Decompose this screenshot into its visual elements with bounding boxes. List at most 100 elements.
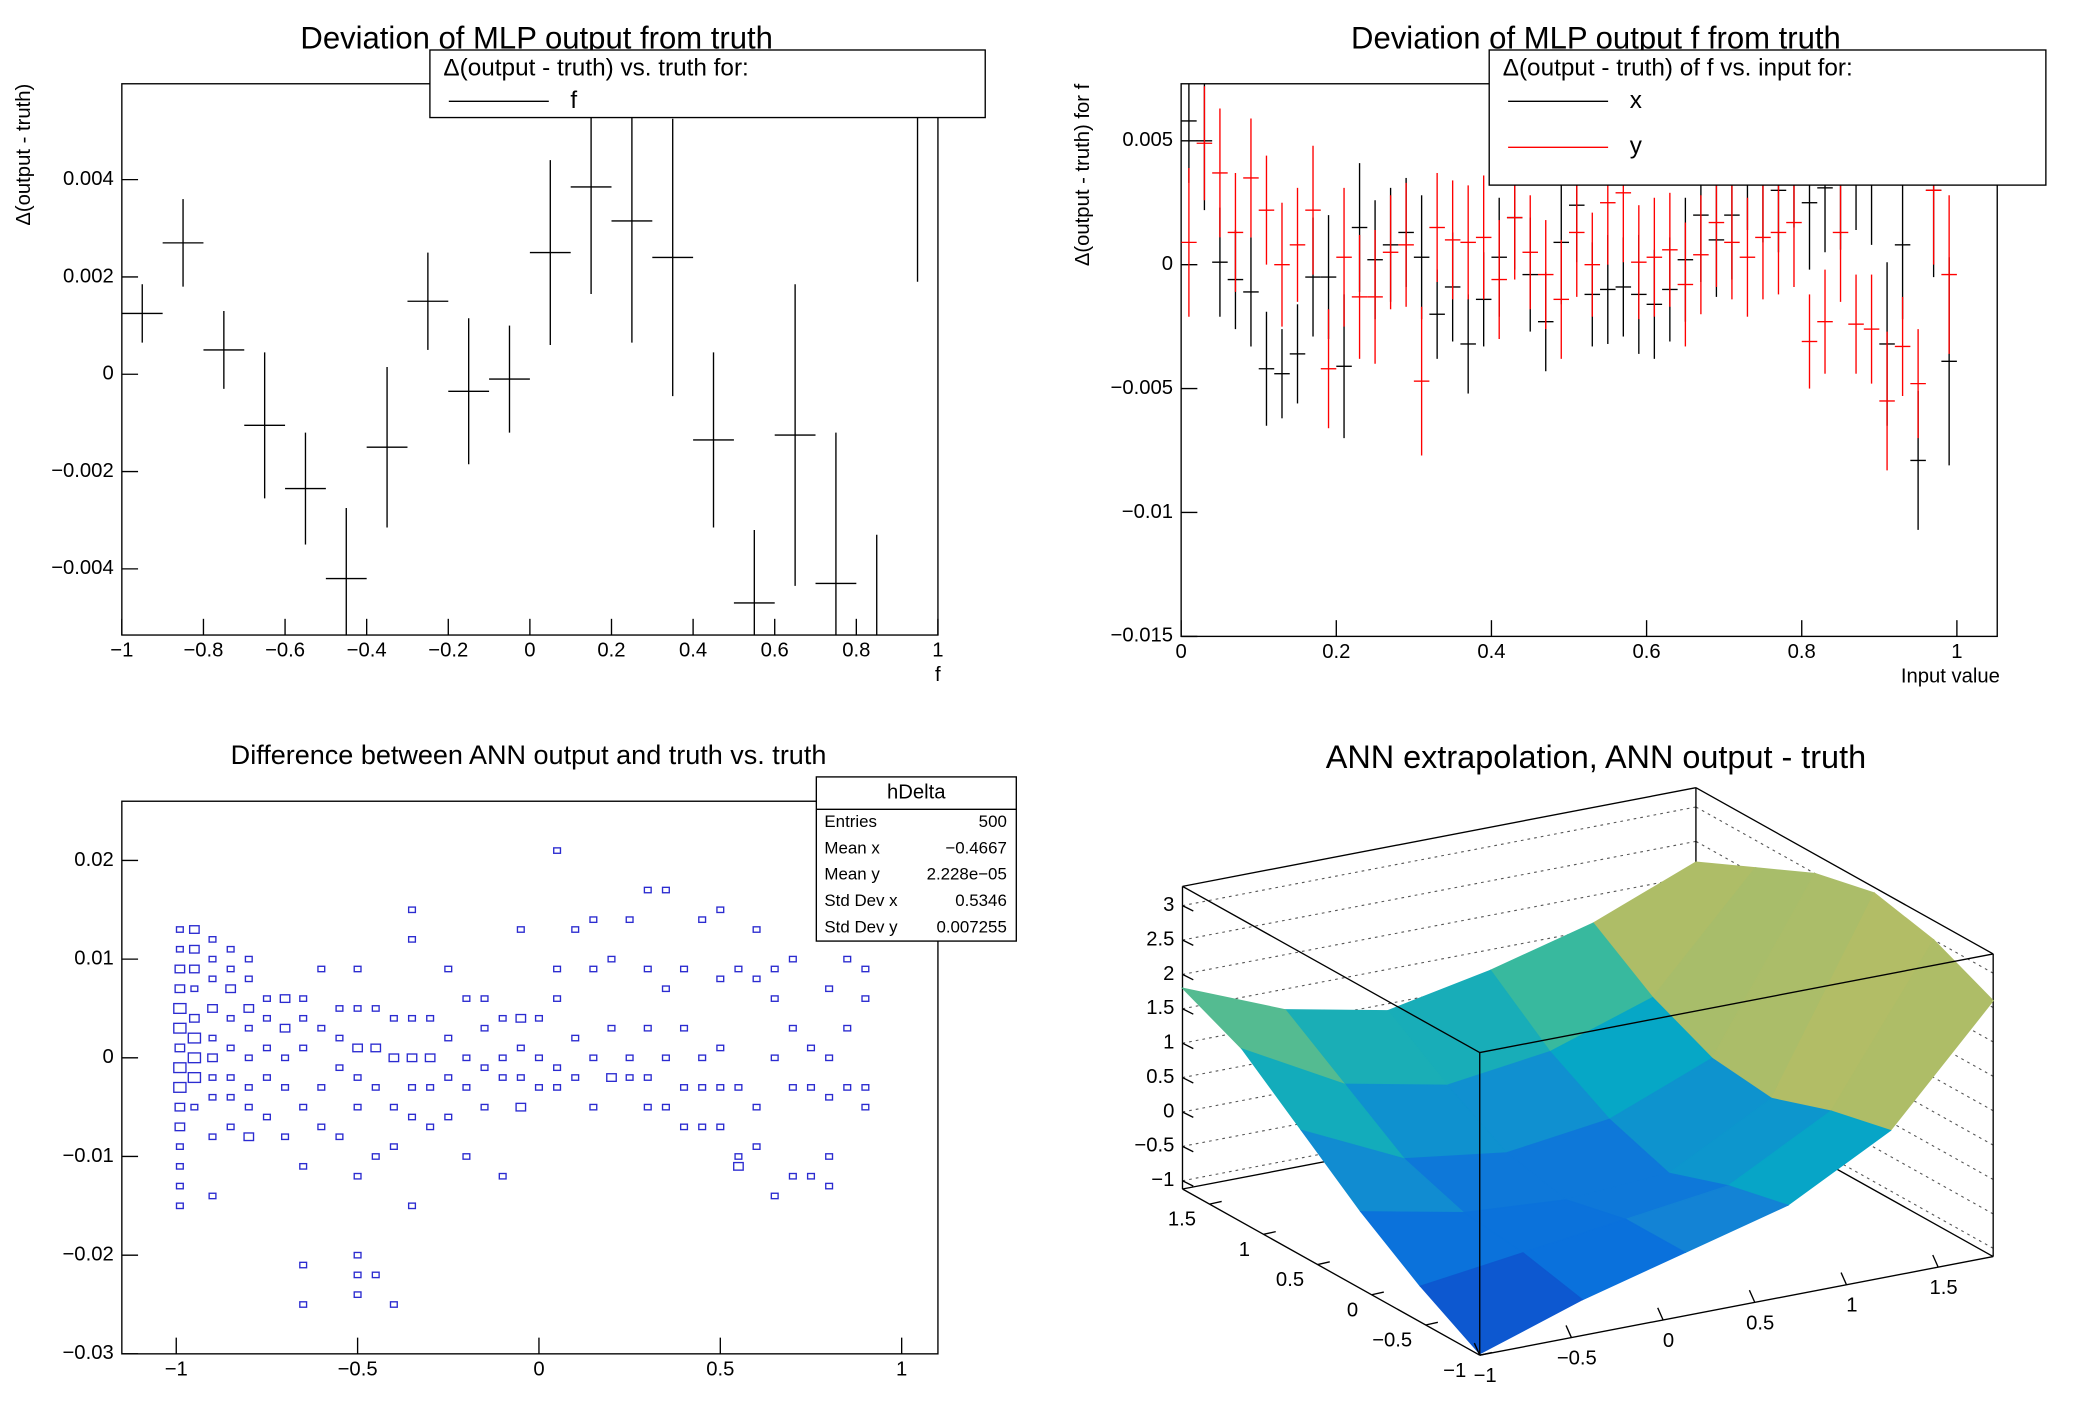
box-marker <box>553 1064 562 1072</box>
box-marker <box>679 1084 689 1091</box>
x-tick <box>1840 1272 1848 1286</box>
box-marker <box>174 1102 186 1112</box>
box-marker <box>244 1054 253 1062</box>
box-marker <box>643 886 652 894</box>
box-marker <box>752 975 761 983</box>
box-marker <box>571 926 580 933</box>
box-marker <box>335 1005 344 1012</box>
box-marker <box>299 1301 308 1308</box>
x-tick-label: 1 <box>896 1358 907 1380</box>
box-marker <box>188 925 200 934</box>
y-tick-label: 0 <box>102 1046 113 1068</box>
box-marker <box>407 936 417 943</box>
box-marker <box>226 1123 235 1131</box>
y-tick-label: 0 <box>102 363 113 385</box>
x-tick-label: 0 <box>533 1358 544 1380</box>
box-marker <box>480 995 489 1002</box>
box-marker <box>371 1153 380 1160</box>
box-marker <box>825 1054 834 1062</box>
box-marker <box>462 1153 471 1160</box>
x-tick-label: −0.5 <box>338 1358 378 1380</box>
legend-label: f <box>570 87 577 114</box>
box-marker <box>317 1123 326 1131</box>
stats-name: Std Dev x <box>824 891 898 910</box>
box-marker <box>770 995 779 1002</box>
y-tick-label: −0.01 <box>62 1145 113 1167</box>
box-marker <box>226 965 235 973</box>
box-marker <box>770 965 779 973</box>
box-marker <box>353 1291 362 1299</box>
plot-area <box>121 83 919 636</box>
box-marker <box>480 1024 489 1032</box>
box-marker <box>806 1044 816 1052</box>
box-marker <box>643 1074 652 1081</box>
box-marker <box>407 906 417 914</box>
stats-value: 2.228e−05 <box>927 865 1007 884</box>
box-marker <box>175 1202 184 1210</box>
box-marker <box>788 1024 797 1032</box>
chart-title: ANN extrapolation, ANN output - truth <box>1326 739 1866 775</box>
box-marker <box>516 1044 525 1052</box>
box-marker <box>625 1074 634 1081</box>
y-tick-label: −1 <box>1443 1360 1466 1382</box>
x-tick-label: 1 <box>932 640 943 662</box>
box-marker <box>553 1084 562 1091</box>
box-marker <box>226 1093 235 1101</box>
y-tick-label: 0.005 <box>1122 129 1173 151</box>
box-marker <box>335 1133 344 1141</box>
y-tick-label: −0.002 <box>51 460 114 482</box>
box-marker <box>188 1013 200 1023</box>
box-marker <box>553 847 562 854</box>
box-marker <box>262 1044 271 1052</box>
box-marker <box>861 995 870 1002</box>
box-marker <box>406 1053 418 1063</box>
box-marker <box>534 1054 544 1062</box>
box-marker <box>752 1103 761 1111</box>
box-marker <box>317 1024 326 1032</box>
x-axis-label: f <box>935 664 941 686</box>
box-marker <box>353 1271 362 1279</box>
box-marker <box>388 1053 400 1063</box>
box-marker <box>187 1071 202 1084</box>
box-marker <box>243 1004 255 1013</box>
z-tick <box>1182 905 1194 912</box>
x-tick-label: −1 <box>110 640 133 662</box>
box-marker <box>661 1054 670 1062</box>
y-tick-label: −0.015 <box>1111 625 1174 647</box>
box-marker <box>424 1053 436 1063</box>
box-marker <box>187 1052 202 1064</box>
box-marker <box>389 1143 398 1150</box>
x-tick-label: 0.4 <box>679 640 707 662</box>
box-marker <box>571 1034 580 1042</box>
box-marker <box>208 975 217 983</box>
box-marker <box>825 1182 834 1190</box>
stats-name: Std Dev y <box>824 917 898 936</box>
box-marker <box>262 995 271 1002</box>
z-tick <box>1182 1180 1194 1187</box>
box-marker <box>534 1084 544 1091</box>
x-tick-label: 0.8 <box>842 640 870 662</box>
x-tick <box>1932 1254 1939 1268</box>
box-marker <box>643 1024 652 1032</box>
legend-label: y <box>1630 133 1643 160</box>
y-tick-label: −0.03 <box>62 1342 113 1364</box>
x-tick-label: −0.2 <box>428 640 468 662</box>
box-marker <box>444 1034 453 1042</box>
box-marker <box>571 1074 580 1081</box>
x-tick-label: 0.4 <box>1477 641 1505 663</box>
x-tick-label: 0 <box>1176 641 1187 663</box>
x-tick-label: 0.5 <box>1746 1312 1774 1334</box>
box-marker <box>825 1093 834 1101</box>
box-marker <box>174 1122 186 1132</box>
z-tick-label: 0 <box>1163 1100 1174 1122</box>
box-marker <box>175 1182 184 1190</box>
box-marker <box>299 1103 308 1111</box>
box-marker <box>733 1161 744 1171</box>
box-marker <box>698 1123 707 1131</box>
box-marker <box>371 1005 380 1012</box>
box-marker <box>553 995 562 1002</box>
z-tick-label: 3 <box>1163 894 1174 916</box>
box-marker <box>553 965 562 973</box>
